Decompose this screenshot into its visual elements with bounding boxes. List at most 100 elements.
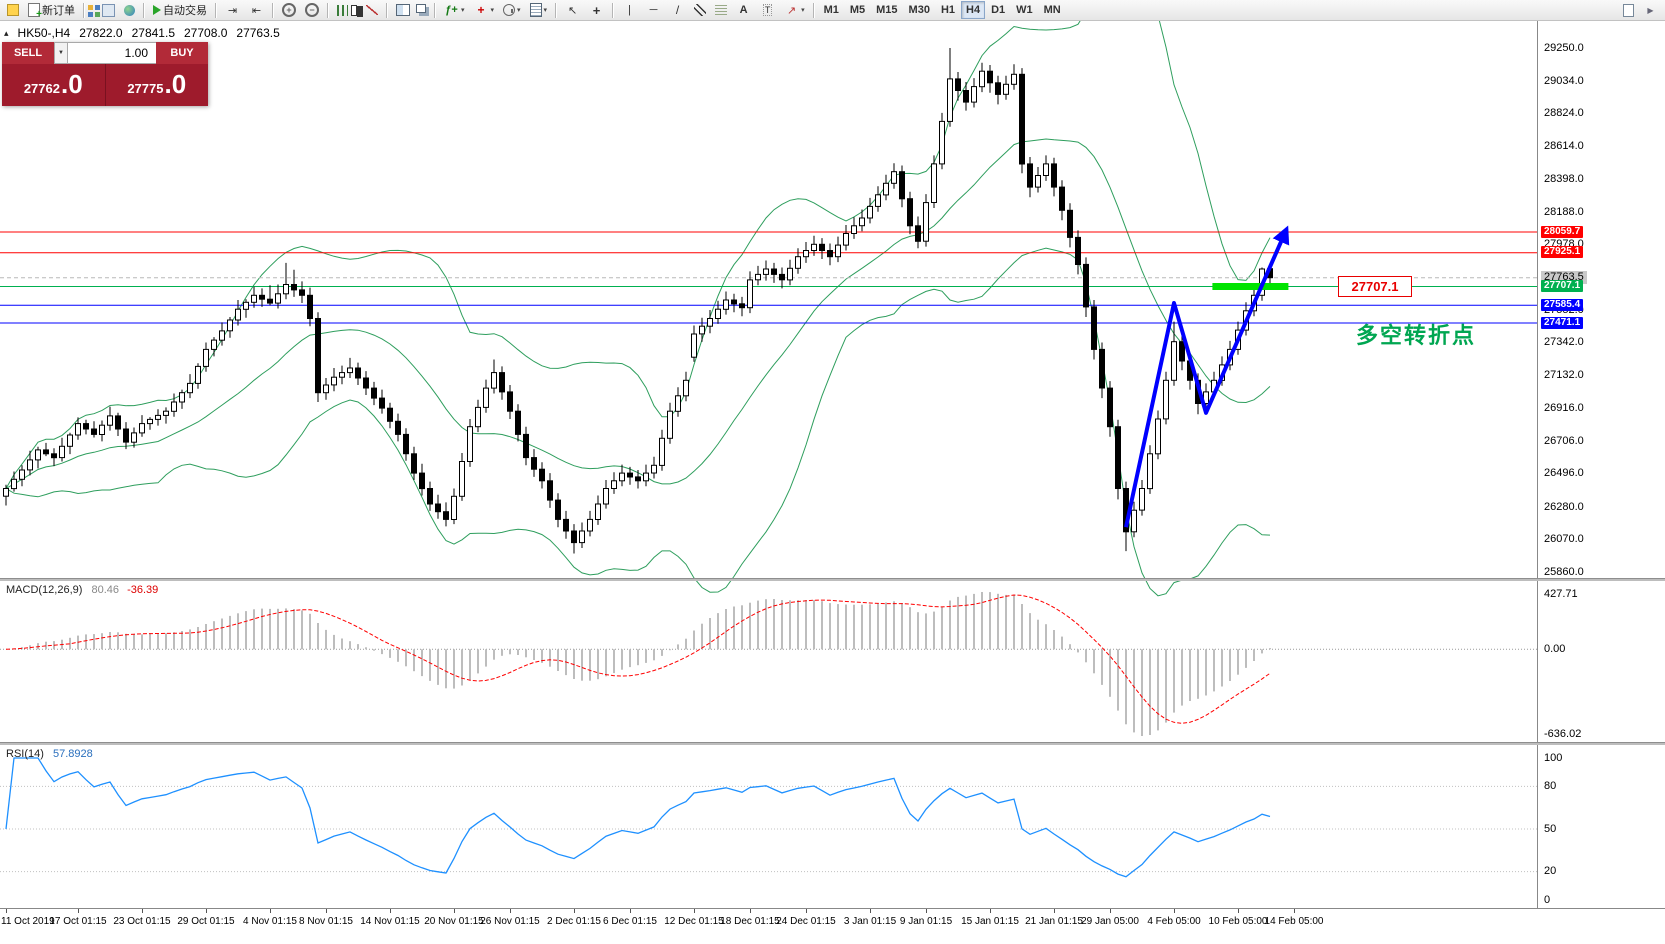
volume-dropdown-icon[interactable]: ▼ <box>54 42 68 64</box>
tf-m30-button[interactable]: M30 <box>904 1 935 19</box>
indicators-button[interactable]: ▾ <box>440 1 469 19</box>
buy-price-main: 27775 <box>127 81 164 96</box>
chart-plot[interactable] <box>0 21 1537 944</box>
price-axis[interactable]: 29250.0 29034.0 28824.0 28614.0 28398.0 28188… <box>1537 21 1665 908</box>
chart-open: 27822.0 <box>79 26 123 40</box>
line-price-label: 27925.1 <box>1541 246 1584 259</box>
annotation-text: 多空转折点 <box>1356 323 1477 348</box>
tf-d1-button[interactable]: D1 <box>986 1 1010 19</box>
time-label: 4 Nov 01:15 <box>243 916 297 927</box>
tf-m5-button[interactable]: M5 <box>845 1 870 19</box>
chart-shift-button[interactable] <box>245 1 268 19</box>
bar-chart-button[interactable] <box>333 1 352 19</box>
tf-h4-button[interactable]: H4 <box>961 1 986 19</box>
buy-button[interactable]: BUY <box>156 42 208 64</box>
neworder-icon <box>28 3 42 20</box>
time-label: 8 Nov 01:15 <box>299 916 353 927</box>
auto-scroll-button[interactable] <box>221 1 244 19</box>
text-button[interactable] <box>732 1 755 19</box>
scrollend-icon <box>225 3 240 17</box>
cascade-windows-button[interactable] <box>415 1 430 19</box>
cursor-button[interactable] <box>561 1 584 19</box>
app-menu-button[interactable] <box>3 1 23 19</box>
add-object-button[interactable]: ▾ <box>470 1 499 19</box>
autotrading-button[interactable]: 自动交易 <box>149 1 211 19</box>
tf-m1-button[interactable]: M1 <box>819 1 844 19</box>
chart-window: 29250.0 29034.0 28824.0 28614.0 28398.0 28188… <box>0 21 1665 944</box>
buy-price[interactable]: 27775 .0 <box>104 64 209 106</box>
time-label: 17 Oct 01:15 <box>49 916 107 927</box>
price-callout[interactable]: 27707.1 <box>1338 276 1412 297</box>
candles-layer <box>3 48 1273 554</box>
axis-label: 50 <box>1544 822 1557 835</box>
horizontal-lines-layer[interactable] <box>0 231 1537 324</box>
tf-m15-button[interactable]: M15 <box>871 1 902 19</box>
vline-icon <box>622 3 637 17</box>
crosshair-button[interactable] <box>585 1 608 19</box>
line-price-label: 27585.4 <box>1541 298 1584 311</box>
sell-button[interactable]: SELL <box>2 42 54 64</box>
time-label: 23 Oct 01:15 <box>113 916 171 927</box>
axis-label: 27132.0 <box>1544 368 1584 381</box>
time-tick <box>989 909 991 913</box>
line-price-label: 27471.1 <box>1541 316 1584 329</box>
tf-m30-button-label: M30 <box>908 4 930 16</box>
zoom-in-button[interactable] <box>278 1 300 19</box>
tf-w1-button[interactable]: W1 <box>1011 1 1038 19</box>
charts-grid-button[interactable] <box>88 1 97 19</box>
time-axis[interactable]: 11 Oct 2019 17 Oct 01:15 23 Oct 01:15 29 Oc… <box>0 908 1665 944</box>
toolbar-separator <box>83 2 85 18</box>
chart-symbol: HK50-,H4 <box>17 26 71 40</box>
channel-icon <box>694 4 707 16</box>
templates-button[interactable]: ▾ <box>526 1 552 19</box>
text-label-button[interactable] <box>756 1 779 19</box>
fibonacci-button[interactable] <box>711 1 731 19</box>
one-click-toggle-icon[interactable]: ▴ <box>4 27 9 38</box>
new-order-button[interactable]: 新订单 <box>24 1 79 20</box>
vertical-line-button[interactable] <box>618 1 641 19</box>
textT-icon <box>760 3 775 17</box>
new-window-button[interactable] <box>1619 1 1638 19</box>
highlight-bar[interactable] <box>1212 283 1289 290</box>
cross-icon <box>589 3 604 17</box>
periods-button[interactable]: ▾ <box>499 1 525 19</box>
volume-input[interactable]: 1.00 <box>68 42 156 64</box>
time-label: 9 Jan 01:15 <box>899 916 953 927</box>
tf-mn-button[interactable]: MN <box>1039 1 1066 19</box>
line-chart-button[interactable] <box>362 1 382 19</box>
tf-h1-button[interactable]: H1 <box>936 1 960 19</box>
time-label: 6 Dec 01:15 <box>603 916 657 927</box>
tf-mn-button-label: MN <box>1043 4 1061 16</box>
tf-h4-button-label: H4 <box>966 4 981 16</box>
annotations-layer[interactable] <box>1124 225 1290 528</box>
trendline-button[interactable] <box>666 1 689 19</box>
sell-price-frac: .0 <box>60 69 83 99</box>
grid4-icon <box>88 5 93 10</box>
textA-icon <box>736 3 751 17</box>
panel-splitter-macd[interactable] <box>0 578 1665 581</box>
market-watch-button[interactable] <box>120 1 139 19</box>
horizontal-line-button[interactable] <box>642 1 665 19</box>
time-tick <box>509 909 511 913</box>
channel-button[interactable] <box>690 1 710 19</box>
panel-splitter-rsi[interactable] <box>0 742 1665 745</box>
pointer-mode-button[interactable] <box>1639 1 1662 19</box>
axis-label: 28824.0 <box>1544 107 1584 120</box>
trend-zigzag-arrow[interactable] <box>1124 225 1290 528</box>
time-label: 21 Jan 01:15 <box>1025 916 1083 927</box>
clock-icon <box>503 4 516 16</box>
sell-price[interactable]: 27762 .0 <box>2 64 105 106</box>
zoom-out-button[interactable] <box>301 1 323 19</box>
hline-icon <box>646 3 661 17</box>
time-label: 3 Jan 01:15 <box>843 916 897 927</box>
cascade-icon <box>416 4 426 13</box>
arrowobj-icon <box>784 3 799 17</box>
tile-windows-button[interactable] <box>392 1 414 19</box>
toolbar-separator <box>812 2 815 18</box>
profiles-button[interactable] <box>98 1 119 19</box>
arrows-button[interactable]: ▾ <box>780 1 809 19</box>
toolbar-separator <box>386 2 388 18</box>
candlestick-chart-button[interactable] <box>351 1 361 19</box>
axis-label: 27342.0 <box>1544 336 1584 349</box>
time-tick <box>453 909 455 913</box>
